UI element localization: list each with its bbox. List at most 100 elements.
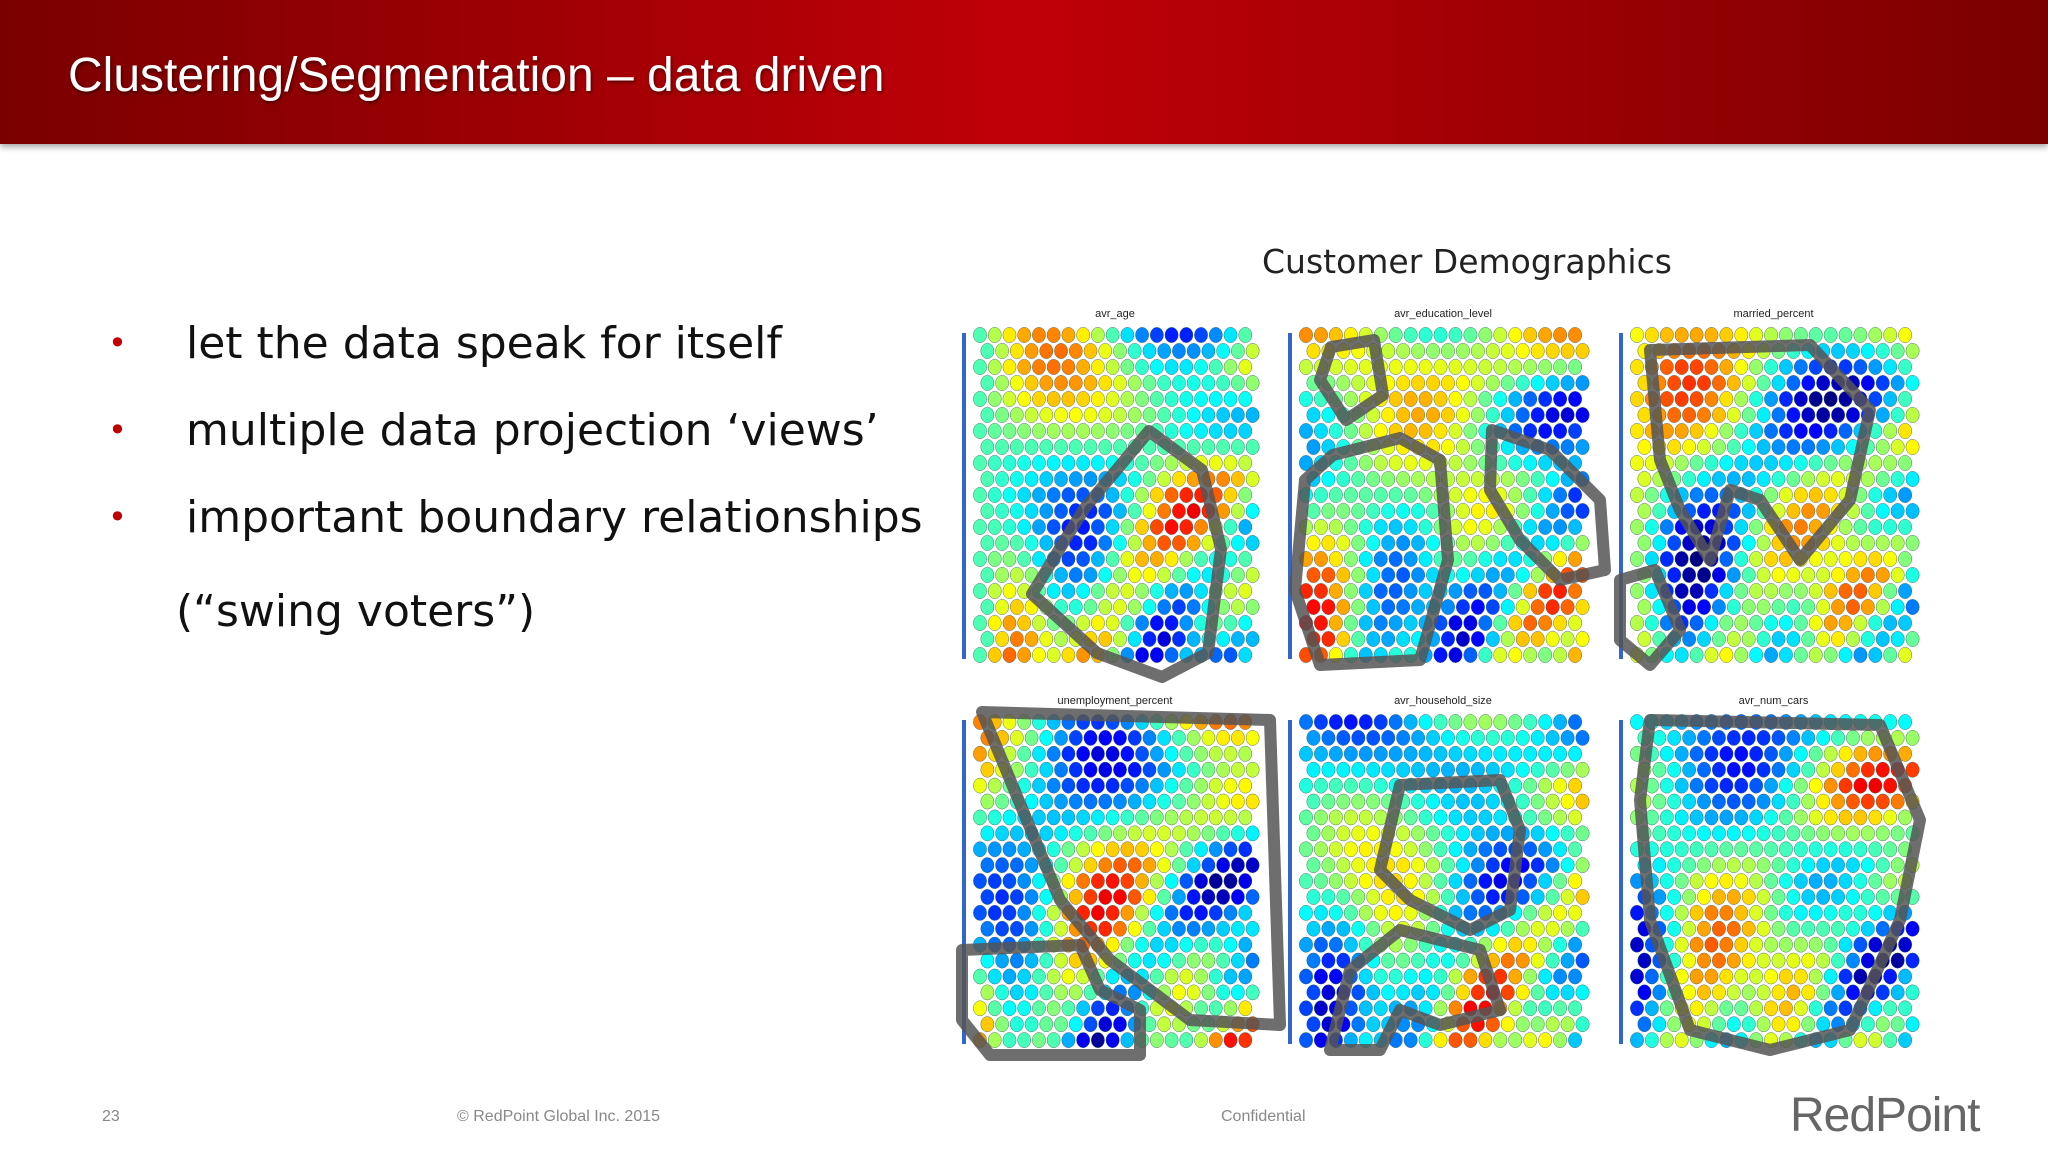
som-node: [1860, 825, 1875, 842]
som-node: [1470, 984, 1485, 1001]
som-node: [1105, 551, 1120, 567]
som-node: [1560, 952, 1575, 969]
som-node: [1890, 793, 1905, 810]
som-node: [1846, 730, 1860, 746]
som-node: [1179, 423, 1194, 439]
som-node: [1659, 841, 1674, 858]
som-node: [1448, 968, 1463, 985]
som-node: [1150, 809, 1164, 826]
som-node: [1568, 519, 1582, 535]
som-node: [1674, 841, 1689, 858]
som-node: [1403, 1032, 1418, 1048]
som-node: [1682, 730, 1697, 746]
som-node: [1756, 952, 1771, 969]
som-node: [1216, 889, 1230, 905]
som-node: [1032, 905, 1046, 921]
som-node: [1764, 647, 1778, 663]
som-node: [1441, 343, 1455, 359]
som-node: [1314, 936, 1328, 953]
som-node: [1127, 793, 1142, 810]
som-node: [1853, 583, 1868, 599]
som-node: [1142, 889, 1157, 905]
som-node: [1560, 343, 1575, 359]
som-node: [1868, 487, 1883, 503]
som-node: [1500, 343, 1515, 359]
som-node: [1306, 503, 1321, 519]
som-node: [1568, 423, 1582, 439]
som-node: [1823, 905, 1838, 921]
som-node: [987, 647, 1002, 663]
som-node: [1010, 952, 1024, 969]
som-node: [1712, 952, 1726, 969]
som-node: [1411, 857, 1426, 873]
som-node: [1113, 503, 1127, 519]
som-node: [1756, 407, 1771, 423]
som-node: [1704, 968, 1719, 985]
som-node: [1553, 519, 1568, 535]
som-node: [1630, 1000, 1644, 1017]
som-node: [1823, 745, 1838, 762]
som-node: [1868, 745, 1883, 762]
som-node: [1411, 952, 1426, 969]
som-node: [1358, 519, 1373, 535]
som-node: [1630, 551, 1644, 567]
som-node: [1083, 439, 1098, 455]
som-node: [1113, 631, 1127, 647]
som-node: [1478, 873, 1493, 889]
som-node: [1164, 327, 1179, 343]
som-node: [1508, 1000, 1523, 1017]
som-node: [1771, 375, 1786, 391]
som-node: [1883, 777, 1898, 794]
som-node: [1741, 503, 1756, 519]
som-node: [1186, 761, 1201, 778]
som-node: [1689, 615, 1704, 631]
som-node: [1749, 936, 1764, 953]
som-node: [1127, 730, 1142, 746]
som-node: [1328, 423, 1343, 439]
som-node: [1083, 793, 1098, 810]
som-node: [1463, 841, 1478, 858]
som-node: [1478, 615, 1493, 631]
som-node: [1500, 375, 1515, 391]
som-node: [1674, 647, 1689, 663]
som-node: [973, 327, 987, 343]
som-node: [1719, 615, 1734, 631]
som-node: [1667, 857, 1682, 873]
som-node: [1238, 873, 1253, 889]
som-node: [1689, 583, 1704, 599]
som-node: [1846, 343, 1860, 359]
som-node: [1433, 1032, 1448, 1048]
som-node: [1142, 793, 1157, 810]
som-node: [1500, 730, 1515, 746]
som-node: [1208, 745, 1223, 762]
som-node: [1231, 343, 1245, 359]
som-node: [1403, 809, 1418, 826]
som-node: [1194, 423, 1208, 439]
som-node: [1238, 455, 1253, 471]
som-node: [1868, 1032, 1883, 1048]
som-node: [1545, 952, 1560, 969]
som-node: [1771, 825, 1786, 842]
colorbar: [1619, 720, 1623, 1044]
som-node: [1238, 905, 1253, 921]
som-node: [1697, 761, 1711, 778]
som-node: [1898, 615, 1913, 631]
som-node: [1764, 551, 1778, 567]
som-node: [1017, 455, 1032, 471]
bullet-note: (“swing voters”): [176, 586, 536, 637]
som-node: [1381, 535, 1396, 551]
som-node: [1838, 841, 1853, 858]
som-node: [1245, 599, 1260, 615]
som-node: [1068, 1016, 1083, 1033]
som-node: [1061, 809, 1076, 826]
som-node: [973, 391, 987, 407]
som-node: [1771, 439, 1786, 455]
som-node: [1793, 745, 1808, 762]
som-node: [1328, 583, 1343, 599]
som-node: [1186, 825, 1201, 842]
som-node: [1299, 905, 1313, 921]
som-node: [1652, 535, 1667, 551]
som-node: [1801, 567, 1816, 583]
som-node: [1463, 487, 1478, 503]
som-node: [987, 359, 1002, 375]
